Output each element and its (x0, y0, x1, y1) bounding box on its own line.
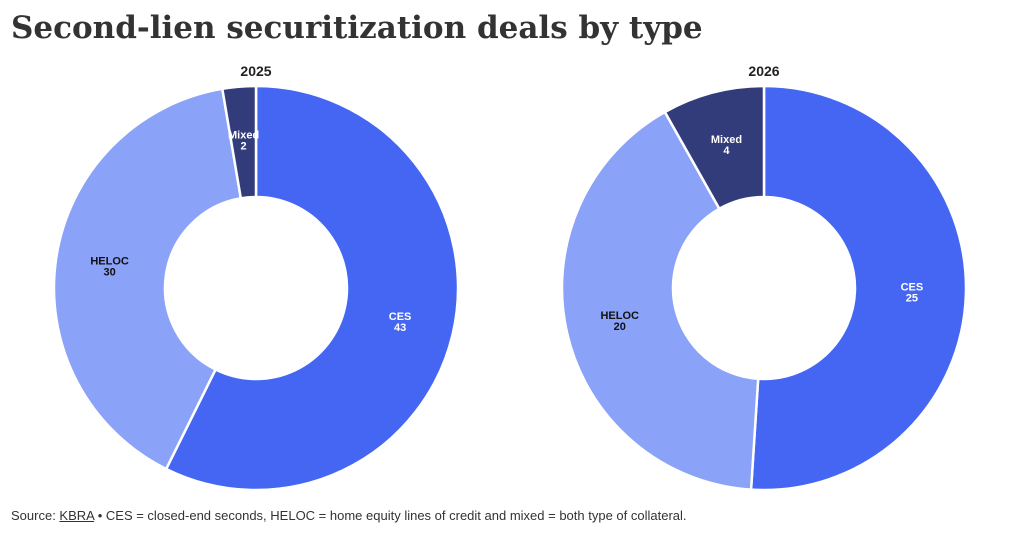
slice-value-ces: 43 (394, 322, 406, 334)
footnote-text: • CES = closed-end seconds, HELOC = home… (94, 508, 687, 523)
slice-label-mixed: Mixed (228, 130, 259, 142)
donut-title: 2025 (240, 63, 271, 79)
slice-value-heloc: 30 (103, 266, 115, 278)
source-note: Source: KBRA • CES = closed-end seconds,… (11, 507, 687, 525)
slice-mixed[interactable] (221, 84, 258, 200)
charts-area: 2025 CES 43 HELOC 30 Mixed 2 2026 CES 25 HELOC 20 Mi… (0, 58, 1020, 498)
chart-title: Second-lien securitization deals by type (11, 10, 703, 46)
slice-label-mixed: Mixed (711, 134, 742, 146)
source-link[interactable]: KBRA (59, 508, 95, 523)
slice-ces[interactable] (164, 84, 460, 492)
slice-value-mixed: 4 (723, 145, 730, 157)
slice-heloc[interactable] (560, 110, 760, 491)
slice-label-ces: CES (389, 311, 412, 323)
slice-value-ces: 25 (906, 293, 918, 305)
donut-charts: 2025CES43HELOC30Mixed22026CES25HELOC20Mi… (52, 63, 968, 492)
slice-value-mixed: 2 (241, 141, 247, 153)
slice-label-heloc: HELOC (90, 255, 129, 267)
slice-label-ces: CES (901, 282, 924, 294)
source-prefix: Source: (11, 508, 60, 523)
slice-heloc[interactable] (52, 87, 243, 471)
slice-label-heloc: HELOC (600, 310, 639, 322)
slice-value-heloc: 20 (614, 321, 626, 333)
donut-title: 2026 (748, 63, 779, 79)
slice-mixed[interactable] (663, 84, 766, 210)
slice-ces[interactable] (749, 84, 968, 492)
